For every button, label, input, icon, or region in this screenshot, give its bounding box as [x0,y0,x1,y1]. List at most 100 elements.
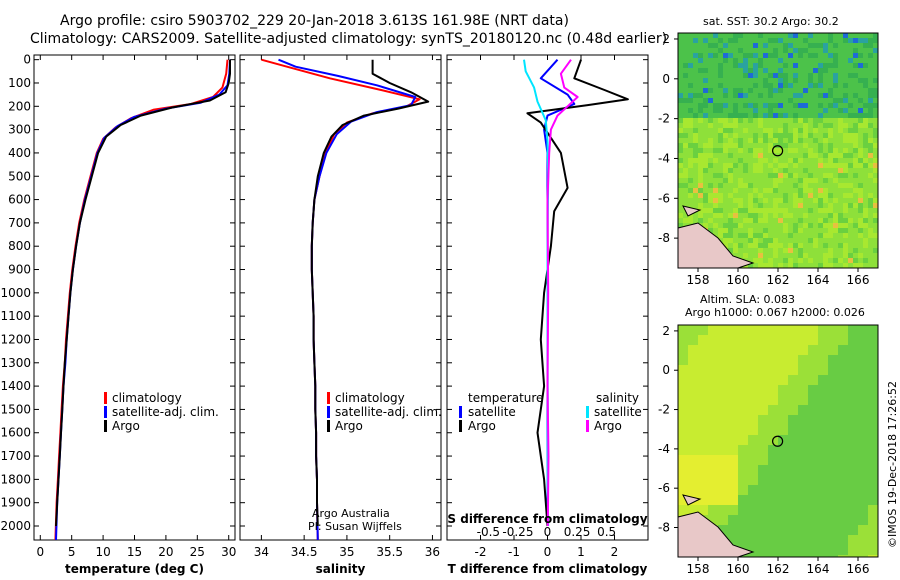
map-cell [723,58,728,63]
map-cell [713,203,718,208]
map-cell [693,218,698,223]
map-cell [708,405,718,415]
map-cell [843,198,848,203]
map-cell [788,248,793,253]
map-cell [678,123,683,128]
map-cell [728,385,738,395]
map-cell [693,48,698,53]
map-cell [858,485,868,495]
map-cell [783,183,788,188]
map-cell [758,253,763,258]
map-cell [858,475,868,485]
map-cell [838,435,848,445]
map-cell [728,365,738,375]
map-cell [848,83,853,88]
map-cell [848,385,858,395]
map-cell [738,153,743,158]
map-cell [863,113,868,118]
x-tick-label: 34.5 [291,545,318,559]
map-cell [708,335,718,345]
map-cell [848,325,858,335]
map-cell [688,168,693,173]
map-cell [783,243,788,248]
map-cell [778,178,783,183]
map-cell [873,88,878,93]
map-cell [788,98,793,103]
map-cell [818,113,823,118]
map-cell [733,218,738,223]
map-cell [678,53,683,58]
map-cell [858,183,863,188]
map-cell [818,88,823,93]
map-cell [773,148,778,153]
map-cell [698,435,708,445]
map-cell [708,153,713,158]
map-cell [853,143,858,148]
map-cell [833,33,838,38]
map-cell [843,133,848,138]
map-cell [738,223,743,228]
s-tick-label: -0.25 [502,525,533,539]
map-cell [803,123,808,128]
map-cell [793,58,798,63]
map-cell [798,248,803,253]
map-cell [818,555,828,557]
map-cell [698,173,703,178]
map-cell [848,48,853,53]
map-cell [808,243,813,248]
map-cell [813,123,818,128]
map-cell [858,208,863,213]
map-cell [758,238,763,243]
map-cell [678,405,688,415]
map-cell [808,228,813,233]
map-cell [863,48,868,53]
map-cell [868,505,878,515]
map-cell [838,123,843,128]
map-cell [728,495,738,505]
map-cell [708,208,713,213]
map-cell [783,43,788,48]
map-cell [683,203,688,208]
map-cell [848,223,853,228]
map-cell [728,178,733,183]
map-cell [818,263,823,268]
map-cell [798,153,803,158]
map-cell [788,228,793,233]
map-cell [858,405,868,415]
map-cell [733,143,738,148]
map-cell [813,208,818,213]
map-cell [678,188,683,193]
map-cell [853,33,858,38]
map-y-tick-label: -6 [658,191,670,205]
map-cell [718,63,723,68]
map-cell [803,208,808,213]
map-cell [788,238,793,243]
map-cell [718,188,723,193]
map-cell [838,148,843,153]
map-cell [818,108,823,113]
series-line [310,59,430,527]
map-cell [768,68,773,73]
map-cell [728,505,738,515]
map-cell [698,375,708,385]
map-cell [683,223,688,228]
map-cell [773,113,778,118]
map-cell [858,48,863,53]
map-cell [858,325,868,335]
map-cell [783,33,788,38]
map-cell [743,168,748,173]
map-cell [748,455,758,465]
map-cell [853,208,858,213]
map-cell [818,405,828,415]
map-cell [873,183,878,188]
map-cell [818,103,823,108]
map-cell [768,258,773,263]
map-cell [833,213,838,218]
map-cell [838,33,843,38]
map-cell [868,555,878,557]
map-cell [838,73,843,78]
map-cell [713,128,718,133]
map-cell [873,48,878,53]
map-cell [798,505,808,515]
map-cell [733,133,738,138]
